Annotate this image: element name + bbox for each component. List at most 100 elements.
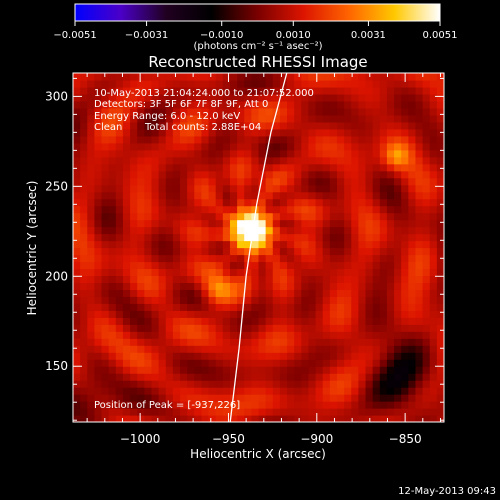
heatmap-cell: [365, 198, 374, 207]
heatmap-cell: [408, 191, 417, 200]
heatmap-cell: [429, 73, 438, 81]
heatmap-cell: [308, 163, 317, 172]
heatmap-cell: [272, 289, 281, 297]
heatmap-cell: [215, 149, 224, 158]
heatmap-cell: [372, 212, 381, 221]
heatmap-cell: [201, 156, 210, 165]
heatmap-cell: [279, 352, 288, 360]
heatmap-cell: [408, 289, 417, 297]
heatmap-cell: [215, 338, 224, 346]
heatmap-cell: [344, 268, 352, 277]
heatmap-cell: [301, 352, 310, 360]
heatmap-cell: [315, 156, 324, 165]
heatmap-cell: [80, 408, 88, 416]
heatmap-cell: [379, 310, 388, 318]
heatmap-cell: [287, 107, 295, 116]
heatmap-cell: [358, 156, 367, 165]
heatmap-cell: [158, 219, 167, 228]
heatmap-cell: [272, 338, 281, 346]
heatmap-cell: [429, 184, 438, 193]
heatmap-cell: [422, 233, 431, 242]
heatmap-cell: [201, 212, 210, 221]
heatmap-cell: [87, 205, 95, 214]
heatmap-cell: [408, 163, 417, 172]
heatmap-cell: [80, 275, 88, 283]
heatmap-cell: [394, 219, 402, 228]
heatmap-cell: [137, 317, 145, 325]
heatmap-cell: [365, 100, 374, 109]
heatmap-cell: [108, 408, 117, 416]
heatmap-cell: [180, 212, 188, 221]
heatmap-cell: [272, 226, 281, 235]
heatmap-cell: [436, 387, 444, 395]
heatmap-cell: [80, 282, 88, 290]
heatmap-cell: [379, 366, 388, 374]
heatmap-cell: [108, 233, 117, 242]
heatmap-cell: [344, 142, 352, 151]
heatmap-cell: [394, 156, 402, 165]
heatmap-cell: [315, 401, 324, 409]
heatmap-cell: [180, 170, 188, 179]
heatmap-cell: [208, 324, 217, 332]
heatmap-cell: [344, 352, 352, 360]
heatmap-cell: [386, 247, 395, 256]
heatmap-cell: [344, 114, 352, 123]
heatmap-cell: [394, 177, 402, 186]
heatmap-cell: [265, 170, 274, 179]
heatmap-cell: [379, 373, 388, 381]
heatmap-cell: [222, 177, 231, 186]
heatmap-cell: [73, 149, 81, 158]
heatmap-cell: [73, 268, 81, 277]
heatmap-cell: [122, 205, 131, 214]
heatmap-cell: [144, 408, 153, 416]
heatmap-cell: [436, 79, 444, 88]
heatmap-cell: [187, 121, 195, 130]
plot-frame: [72, 72, 445, 423]
heatmap-cell: [265, 163, 274, 172]
heatmap-cell: [344, 205, 352, 214]
heatmap-cell: [251, 282, 260, 290]
heatmap-cell: [358, 254, 367, 263]
heatmap-cell: [358, 275, 367, 283]
heatmap-cell: [172, 261, 181, 270]
heatmap-cell: [251, 268, 260, 277]
heatmap-cell: [315, 261, 324, 270]
heatmap-cell: [287, 275, 295, 283]
heatmap-cell: [165, 107, 174, 116]
heatmap-cell: [222, 114, 231, 123]
heatmap-cell: [80, 254, 88, 263]
heatmap-cell: [358, 310, 367, 318]
heatmap-cell: [308, 331, 317, 339]
heatmap-cell: [429, 107, 438, 116]
heatmap-cell: [258, 107, 267, 116]
heatmap-cell: [73, 142, 81, 151]
heatmap-cell: [73, 198, 81, 207]
heatmap-cell: [144, 219, 153, 228]
heatmap-cell: [386, 107, 395, 116]
heatmap-cell: [244, 114, 252, 123]
heatmap-cell: [80, 170, 88, 179]
heatmap-cell: [301, 212, 310, 221]
heatmap-cell: [101, 212, 110, 221]
heatmap-cell: [87, 366, 95, 374]
heatmap-cell: [358, 93, 367, 102]
heatmap-cell: [94, 219, 103, 228]
heatmap-cell: [272, 352, 281, 360]
heatmap-cell: [137, 415, 145, 422]
heatmap-cell: [386, 310, 395, 318]
heatmap-cell: [429, 394, 438, 402]
heatmap-cell: [244, 93, 252, 102]
heatmap-cell: [422, 198, 431, 207]
heatmap-cell: [172, 408, 181, 416]
heatmap-cell: [315, 415, 324, 422]
heatmap-cell: [180, 394, 188, 402]
heatmap-cell: [80, 233, 88, 242]
heatmap-cell: [237, 247, 245, 256]
heatmap-cell: [229, 184, 238, 193]
heatmap-cell: [73, 261, 81, 270]
heatmap-cell: [279, 289, 288, 297]
heatmap-cell: [279, 93, 288, 102]
heatmap-cell: [94, 324, 103, 332]
heatmap-cell: [386, 121, 395, 130]
heatmap-cell: [158, 177, 167, 186]
